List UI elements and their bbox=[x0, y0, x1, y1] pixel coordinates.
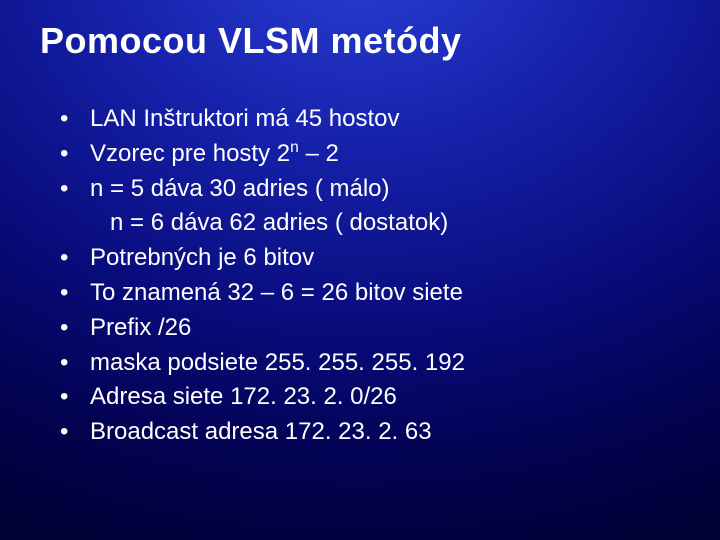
slide: Pomocou VLSM metódy LAN Inštruktori má 4… bbox=[0, 0, 720, 540]
bullet-item: maska podsiete 255. 255. 255. 192 bbox=[60, 346, 680, 381]
bullet-text: Prefix /26 bbox=[90, 314, 191, 341]
bullet-item: n = 5 dáva 30 adries ( málo) bbox=[60, 172, 680, 207]
bullet-item: Prefix /26 bbox=[60, 311, 680, 346]
bullet-item: LAN Inštruktori má 45 hostov bbox=[60, 102, 680, 137]
bullet-text: maska podsiete 255. 255. 255. 192 bbox=[90, 349, 465, 376]
bullet-text: LAN Inštruktori má 45 hostov bbox=[90, 105, 399, 132]
bullet-item: Adresa siete 172. 23. 2. 0/26 bbox=[60, 380, 680, 415]
bullet-item: Vzorec pre hosty 2n – 2 bbox=[60, 137, 680, 172]
bullet-item: Broadcast adresa 172. 23. 2. 63 bbox=[60, 415, 680, 450]
superscript: n bbox=[290, 139, 299, 156]
bullet-text: Potrebných je 6 bitov bbox=[90, 244, 314, 271]
bullet-text-pre: Vzorec pre hosty 2 bbox=[90, 140, 290, 167]
bullet-subline: n = 6 dáva 62 adries ( dostatok) bbox=[60, 206, 680, 241]
bullet-text: Broadcast adresa 172. 23. 2. 63 bbox=[90, 418, 432, 445]
bullet-text: Adresa siete 172. 23. 2. 0/26 bbox=[90, 383, 397, 410]
bullet-item: Potrebných je 6 bitov bbox=[60, 241, 680, 276]
bullet-item: To znamená 32 – 6 = 26 bitov siete bbox=[60, 276, 680, 311]
bullet-list: LAN Inštruktori má 45 hostov Vzorec pre … bbox=[60, 102, 680, 450]
bullet-text: n = 5 dáva 30 adries ( málo) bbox=[90, 175, 390, 202]
bullet-text: To znamená 32 – 6 = 26 bitov siete bbox=[90, 279, 463, 306]
slide-title: Pomocou VLSM metódy bbox=[40, 20, 680, 62]
bullet-text-post: – 2 bbox=[299, 140, 339, 167]
